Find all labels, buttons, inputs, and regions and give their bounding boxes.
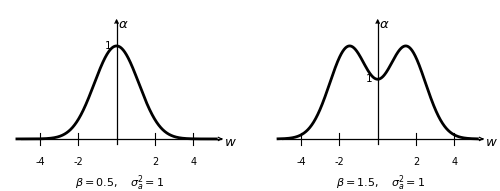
Text: -2: -2 [74,156,83,167]
Text: -4: -4 [296,156,306,167]
Text: 1: 1 [366,74,373,84]
Text: 1: 1 [105,41,112,51]
Text: 4: 4 [452,156,458,167]
Text: -4: -4 [35,156,44,167]
Text: 4: 4 [190,156,196,167]
Text: $w$: $w$ [486,136,498,149]
Text: $\beta = 0.5, \quad \sigma_a^2 = 1$: $\beta = 0.5, \quad \sigma_a^2 = 1$ [74,173,164,191]
Text: $w$: $w$ [224,136,237,149]
Text: 2: 2 [152,156,158,167]
Text: -2: -2 [334,156,344,167]
Text: $\alpha$: $\alpha$ [378,18,389,31]
Text: $\alpha$: $\alpha$ [118,18,128,31]
Text: $\beta = 1.5, \quad \sigma_a^2 = 1$: $\beta = 1.5, \quad \sigma_a^2 = 1$ [336,173,426,191]
Text: 2: 2 [413,156,419,167]
